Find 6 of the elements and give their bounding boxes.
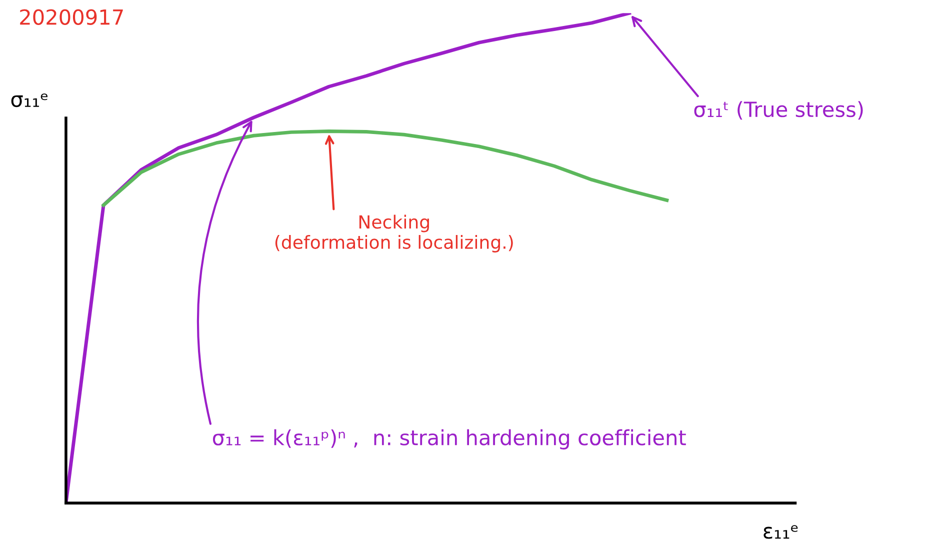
chart-title: 20200917 (20, 9, 123, 25)
x-axis-title: ε₁₁ᵉ (764, 525, 798, 539)
y-axis-title: σ₁₁ᵉ (11, 93, 48, 108)
annotation: σ₁₁ = k(ε₁₁ᵖ)ⁿ , n: strain hardening coefficient (212, 429, 686, 450)
annotation: Necking (deformation is localizing.) (275, 214, 513, 252)
text: σ₁₁ᵗ (True stress) (694, 101, 863, 120)
